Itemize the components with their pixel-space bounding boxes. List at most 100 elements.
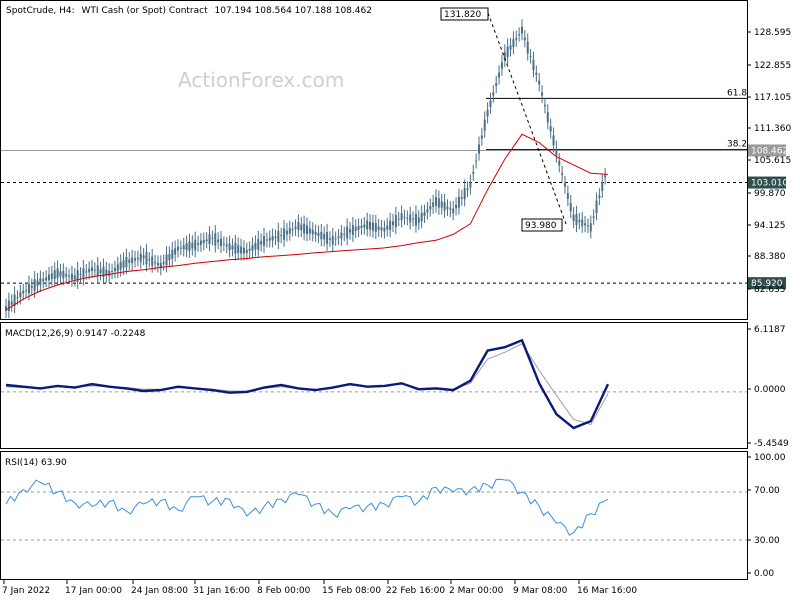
candle-body	[257, 238, 260, 250]
candle-body	[360, 225, 363, 228]
candle-body	[108, 270, 111, 276]
candle-body	[420, 213, 423, 222]
macd-pane[interactable]	[0, 322, 748, 449]
candle-body	[231, 245, 234, 250]
candle-body	[214, 233, 217, 246]
candle-body	[156, 262, 159, 266]
candle-body	[423, 212, 426, 216]
candle-body	[383, 227, 386, 232]
chart-header: SpotCrude, H4: WTI Cash (or Spot) Contra…	[6, 6, 372, 16]
candle-body	[558, 160, 561, 166]
candle-body	[297, 222, 300, 231]
candle-body	[82, 268, 85, 279]
candle-body	[263, 235, 265, 246]
candle-body	[489, 100, 492, 107]
candle-body	[33, 279, 36, 291]
candle-body	[584, 223, 587, 226]
candle-body	[202, 239, 205, 244]
candle-body	[242, 247, 245, 254]
candle-body	[13, 294, 16, 307]
candle-body	[145, 252, 148, 265]
candle-body	[188, 241, 191, 251]
candle-body	[22, 290, 25, 294]
candle-body	[7, 300, 10, 312]
candle-body	[285, 230, 288, 235]
high-marker-box	[440, 7, 489, 21]
fib-swing-line	[487, 12, 567, 225]
time-axis-label: 17 Jan 00:00	[65, 586, 122, 596]
candle-body	[374, 222, 377, 232]
candle-body	[506, 46, 509, 57]
candle-body	[403, 216, 406, 218]
candle-body	[5, 306, 7, 311]
candle-body	[394, 215, 397, 228]
current-price-label: 108.462	[751, 146, 788, 156]
candle-body	[62, 271, 65, 279]
candle-body	[102, 266, 105, 278]
candle-body	[300, 224, 303, 231]
candle-body	[171, 249, 174, 259]
candle-body	[443, 201, 446, 211]
candle-body	[277, 230, 280, 242]
candle-body	[326, 232, 329, 244]
current-price-tag	[748, 144, 786, 157]
candle-body	[131, 257, 134, 264]
price-axis-tick-label: 128.595	[754, 28, 791, 38]
candle-body	[30, 285, 33, 288]
candle-body	[509, 45, 512, 50]
level-tag-label: 85.920	[751, 279, 783, 289]
candle-body	[113, 267, 116, 272]
candle-body	[543, 104, 546, 107]
candle-body	[93, 269, 96, 271]
candle-body	[357, 225, 360, 230]
time-axis-label: 7 Jan 2022	[2, 586, 50, 596]
candle-body	[546, 112, 549, 123]
candle-body	[245, 249, 248, 253]
candle-body	[343, 233, 346, 235]
candle-body	[354, 226, 357, 232]
candle-body	[440, 201, 443, 208]
high-marker-label: 131.820	[444, 10, 481, 20]
candle-body	[16, 297, 19, 299]
candle-body	[601, 182, 604, 191]
candle-body	[412, 218, 415, 220]
candle-body	[518, 34, 521, 36]
candle-body	[472, 172, 475, 174]
rsi-pane[interactable]	[0, 451, 748, 580]
candle-body	[265, 239, 268, 241]
candle-body	[311, 229, 314, 235]
ohlc-readout: 107.194 108.564 107.188 108.462	[215, 6, 372, 16]
candle-body	[237, 245, 240, 253]
candle-body	[162, 261, 165, 264]
candle-body	[526, 41, 529, 54]
candle-body	[280, 234, 283, 237]
candle-body	[174, 248, 177, 255]
candle-body	[449, 208, 452, 211]
candle-body	[369, 222, 372, 230]
candle-body	[291, 229, 294, 231]
candle-body	[111, 270, 114, 272]
rsi-axis-tick-label: 30.00	[754, 536, 780, 546]
candle-body	[10, 301, 13, 305]
low-marker-label: 93.980	[525, 221, 557, 231]
candle-body	[429, 205, 432, 210]
macd-axis-tick-label: -5.4549	[754, 439, 789, 449]
candle-body	[377, 226, 380, 230]
candle-body	[432, 202, 435, 207]
candle-body	[48, 274, 50, 281]
y-axes: 128.595 122.855 117.105 111.360 105.615 99.87…	[747, 28, 791, 579]
candle-body	[392, 221, 394, 226]
candle-body	[271, 235, 274, 241]
candle-body	[234, 243, 237, 254]
candle-body	[182, 245, 185, 250]
candle-body	[566, 193, 569, 199]
candle-body	[340, 232, 343, 239]
candle-body	[446, 206, 449, 209]
candle-body	[406, 217, 409, 219]
candle-body	[303, 223, 306, 234]
candle-body	[572, 214, 575, 222]
candle-body	[555, 148, 558, 156]
candle-body	[125, 256, 128, 268]
candle-body	[523, 37, 526, 41]
